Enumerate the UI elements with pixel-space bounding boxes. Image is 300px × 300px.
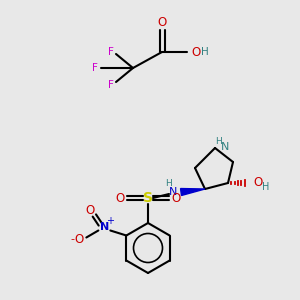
Polygon shape — [181, 188, 205, 196]
Text: H: H — [201, 47, 209, 57]
Text: O: O — [86, 204, 95, 217]
Text: N: N — [221, 142, 230, 152]
Text: O: O — [116, 191, 124, 205]
Text: N: N — [169, 187, 177, 197]
Text: F: F — [92, 63, 98, 73]
Text: -: - — [70, 235, 74, 244]
Text: H: H — [166, 179, 172, 188]
Text: H: H — [216, 136, 222, 146]
Text: F: F — [108, 47, 114, 57]
Text: O: O — [75, 233, 84, 246]
Text: N: N — [100, 221, 109, 232]
Text: H: H — [262, 182, 269, 192]
Text: S: S — [143, 191, 153, 205]
Text: O: O — [171, 191, 181, 205]
Text: O: O — [253, 176, 262, 188]
Text: +: + — [106, 215, 114, 226]
Text: O: O — [158, 16, 166, 29]
Text: O: O — [191, 46, 200, 59]
Text: F: F — [108, 80, 114, 90]
